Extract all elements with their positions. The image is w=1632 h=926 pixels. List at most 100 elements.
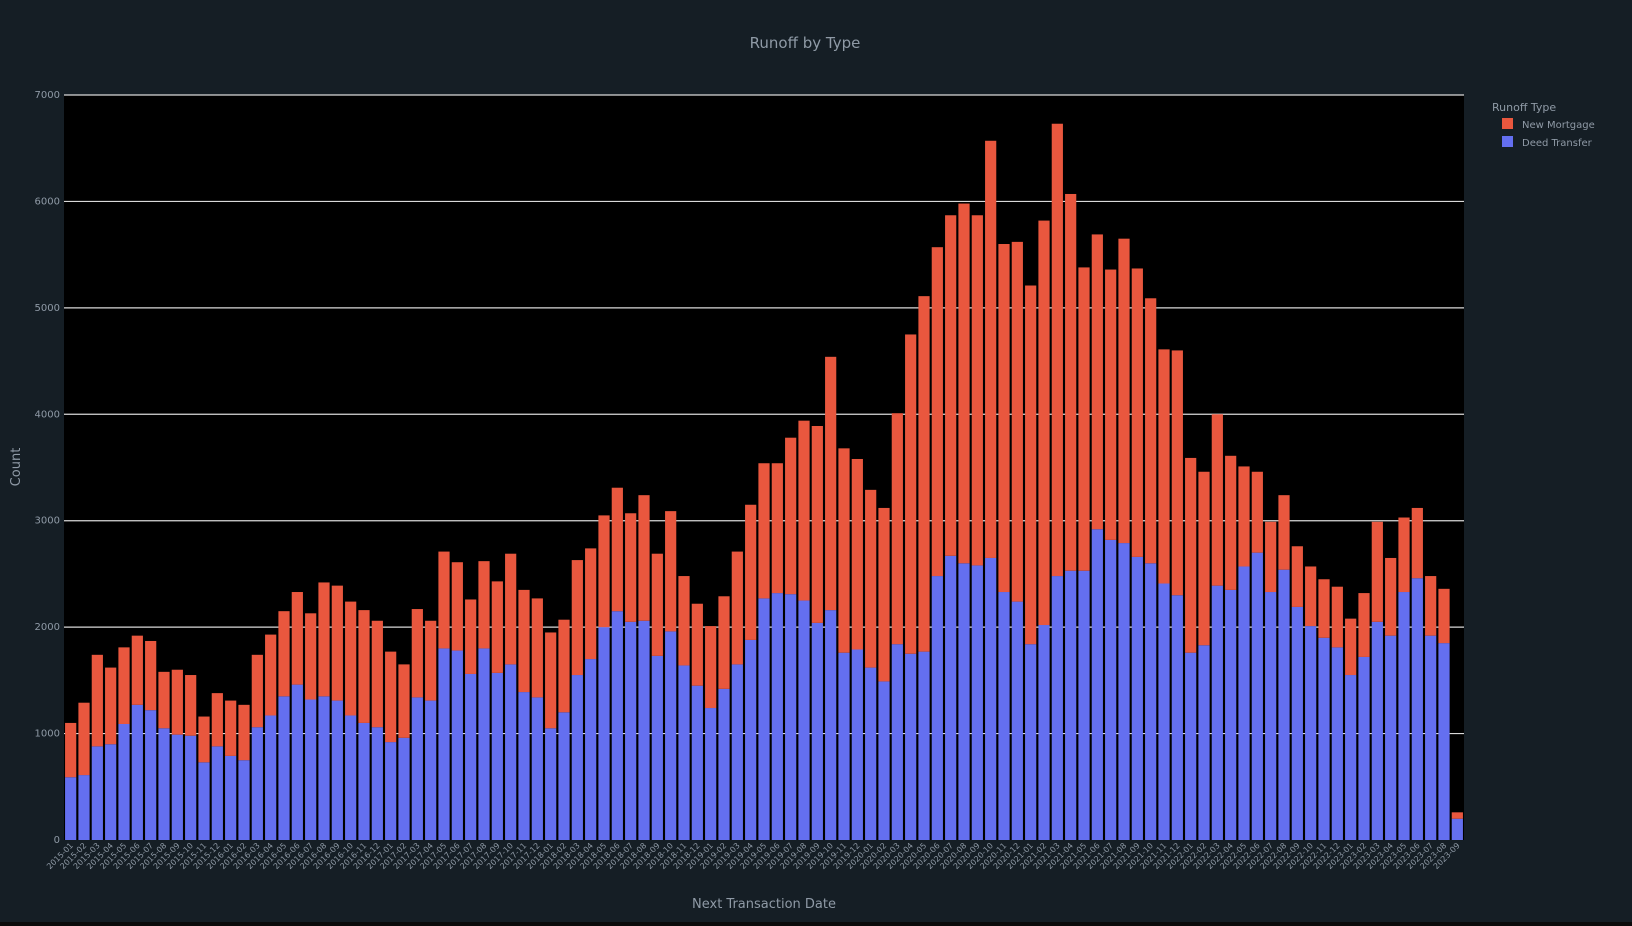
bar-new-mortgage[interactable]: [531, 598, 543, 698]
bar-deed-transfer[interactable]: [958, 563, 970, 840]
bar-new-mortgage[interactable]: [1438, 588, 1450, 644]
bar-deed-transfer[interactable]: [305, 699, 317, 840]
bar-deed-transfer[interactable]: [518, 692, 530, 840]
bar-deed-transfer[interactable]: [1091, 529, 1103, 840]
bar-new-mortgage[interactable]: [851, 458, 863, 650]
bar-deed-transfer[interactable]: [1131, 556, 1143, 840]
bar-deed-transfer[interactable]: [1065, 570, 1077, 840]
bar-new-mortgage[interactable]: [1451, 812, 1463, 819]
bar-deed-transfer[interactable]: [571, 675, 583, 840]
bar-new-mortgage[interactable]: [571, 560, 583, 676]
bar-deed-transfer[interactable]: [225, 755, 237, 840]
bar-deed-transfer[interactable]: [598, 627, 610, 840]
bar-deed-transfer[interactable]: [385, 742, 397, 840]
bar-deed-transfer[interactable]: [811, 622, 823, 840]
bar-deed-transfer[interactable]: [1251, 552, 1263, 840]
bar-deed-transfer[interactable]: [678, 665, 690, 840]
bar-new-mortgage[interactable]: [918, 296, 930, 652]
bar-deed-transfer[interactable]: [891, 644, 903, 840]
bar-new-mortgage[interactable]: [385, 651, 397, 743]
bar-new-mortgage[interactable]: [171, 669, 183, 735]
bar-new-mortgage[interactable]: [1305, 566, 1317, 627]
bar-deed-transfer[interactable]: [1078, 570, 1090, 840]
bar-new-mortgage[interactable]: [158, 671, 170, 729]
bar-deed-transfer[interactable]: [718, 688, 730, 840]
bar-deed-transfer[interactable]: [971, 565, 983, 840]
bar-new-mortgage[interactable]: [1065, 193, 1077, 571]
bar-new-mortgage[interactable]: [105, 667, 117, 745]
bar-deed-transfer[interactable]: [398, 737, 410, 840]
bar-new-mortgage[interactable]: [318, 582, 330, 697]
bar-deed-transfer[interactable]: [1038, 625, 1050, 840]
bar-new-mortgage[interactable]: [665, 511, 677, 632]
bar-new-mortgage[interactable]: [825, 356, 837, 611]
bar-new-mortgage[interactable]: [931, 247, 943, 577]
bar-new-mortgage[interactable]: [1211, 414, 1223, 586]
bar-deed-transfer[interactable]: [865, 667, 877, 840]
bar-new-mortgage[interactable]: [758, 463, 770, 599]
bar-new-mortgage[interactable]: [598, 515, 610, 628]
bar-deed-transfer[interactable]: [905, 653, 917, 840]
bar-new-mortgage[interactable]: [238, 704, 250, 761]
bar-new-mortgage[interactable]: [1291, 546, 1303, 607]
bar-new-mortgage[interactable]: [425, 620, 437, 701]
bar-deed-transfer[interactable]: [278, 696, 290, 840]
bar-new-mortgage[interactable]: [198, 716, 210, 763]
bar-new-mortgage[interactable]: [958, 203, 970, 564]
bar-deed-transfer[interactable]: [331, 700, 343, 840]
bar-deed-transfer[interactable]: [638, 620, 650, 840]
bar-deed-transfer[interactable]: [945, 555, 957, 840]
bar-new-mortgage[interactable]: [731, 551, 743, 665]
bar-deed-transfer[interactable]: [118, 723, 130, 840]
bar-new-mortgage[interactable]: [998, 244, 1010, 593]
bar-deed-transfer[interactable]: [105, 744, 117, 840]
bar-new-mortgage[interactable]: [785, 437, 797, 595]
bar-new-mortgage[interactable]: [625, 513, 637, 622]
bar-new-mortgage[interactable]: [878, 507, 890, 682]
bar-deed-transfer[interactable]: [1171, 595, 1183, 840]
bar-deed-transfer[interactable]: [1198, 645, 1210, 840]
bar-deed-transfer[interactable]: [1345, 675, 1357, 840]
bar-new-mortgage[interactable]: [1331, 586, 1343, 648]
bar-new-mortgage[interactable]: [1198, 471, 1210, 646]
bar-deed-transfer[interactable]: [771, 593, 783, 840]
legend-label-deed-transfer[interactable]: Deed Transfer: [1522, 138, 1593, 149]
bar-new-mortgage[interactable]: [1385, 557, 1397, 636]
bar-new-mortgage[interactable]: [131, 635, 143, 705]
bar-deed-transfer[interactable]: [505, 664, 517, 840]
bar-new-mortgage[interactable]: [398, 664, 410, 738]
bar-deed-transfer[interactable]: [1291, 606, 1303, 840]
bar-deed-transfer[interactable]: [1371, 621, 1383, 840]
bar-deed-transfer[interactable]: [465, 673, 477, 840]
bar-deed-transfer[interactable]: [731, 664, 743, 840]
bar-deed-transfer[interactable]: [491, 672, 503, 840]
bar-new-mortgage[interactable]: [1145, 298, 1157, 564]
bar-new-mortgage[interactable]: [1118, 238, 1130, 544]
bar-deed-transfer[interactable]: [1158, 583, 1170, 840]
bar-deed-transfer[interactable]: [318, 696, 330, 840]
bar-new-mortgage[interactable]: [1051, 123, 1063, 577]
bar-deed-transfer[interactable]: [198, 762, 210, 840]
bar-deed-transfer[interactable]: [1238, 566, 1250, 840]
bar-new-mortgage[interactable]: [1425, 576, 1437, 636]
bar-deed-transfer[interactable]: [558, 712, 570, 840]
bar-deed-transfer[interactable]: [1385, 635, 1397, 840]
bar-new-mortgage[interactable]: [1278, 495, 1290, 570]
bar-deed-transfer[interactable]: [1185, 652, 1197, 840]
bar-deed-transfer[interactable]: [785, 594, 797, 840]
bar-new-mortgage[interactable]: [678, 576, 690, 666]
bar-deed-transfer[interactable]: [665, 631, 677, 840]
bar-new-mortgage[interactable]: [185, 675, 197, 736]
bar-new-mortgage[interactable]: [971, 215, 983, 566]
bar-deed-transfer[interactable]: [265, 715, 277, 840]
bar-deed-transfer[interactable]: [145, 710, 157, 840]
bar-new-mortgage[interactable]: [985, 140, 997, 558]
bar-deed-transfer[interactable]: [91, 746, 103, 840]
bar-new-mortgage[interactable]: [1398, 517, 1410, 593]
bar-new-mortgage[interactable]: [265, 634, 277, 716]
bar-deed-transfer[interactable]: [651, 655, 663, 840]
bar-new-mortgage[interactable]: [291, 592, 303, 685]
bar-deed-transfer[interactable]: [478, 648, 490, 840]
bar-new-mortgage[interactable]: [771, 463, 783, 594]
bar-new-mortgage[interactable]: [331, 585, 343, 701]
